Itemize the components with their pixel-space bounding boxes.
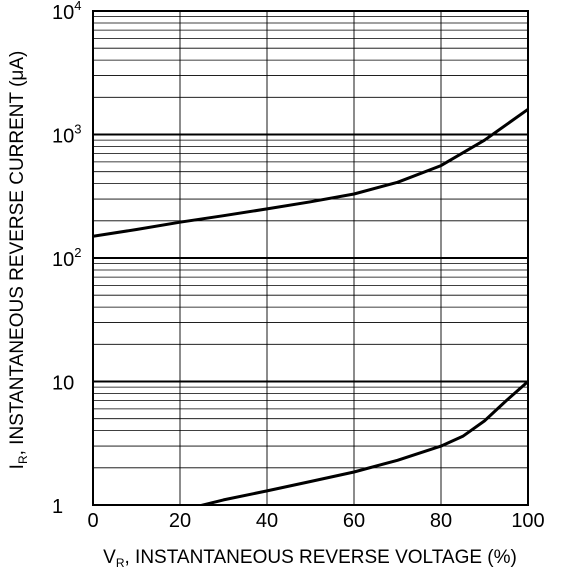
x-axis-title-rest: , INSTANTANEOUS REVERSE VOLTAGE (%) [124, 547, 516, 568]
y-tick-base: 10 [52, 2, 74, 24]
y-tick-label: 102 [52, 245, 81, 271]
series-line-1 [93, 107, 528, 238]
y-tick-exponent: 4 [74, 0, 81, 13]
y-tick-base: 10 [52, 249, 74, 271]
y-tick-base: 1 [52, 496, 63, 518]
y-axis-title-rest: , INSTANTANEOUS REVERSE CURRENT (μA) [7, 51, 28, 456]
x-tick-label: 100 [511, 510, 544, 532]
y-tick-base: 10 [52, 373, 74, 395]
x-tick-label: 20 [169, 510, 191, 532]
series-layer [93, 107, 528, 505]
y-axis-title-main: I [7, 464, 28, 469]
x-tick-labels: 0 20 40 60 80 100 [87, 510, 544, 532]
y-tick-label: 10 [52, 373, 74, 395]
x-tick-label: 40 [256, 510, 278, 532]
y-tick-base: 10 [52, 126, 74, 148]
y-tick-exponent: 2 [74, 245, 81, 260]
x-axis-title-subscript: R [116, 556, 125, 570]
x-tick-label: 0 [87, 510, 98, 532]
y-tick-label: 103 [52, 122, 81, 148]
y-tick-exponent: 3 [74, 122, 81, 137]
x-tick-label: 60 [343, 510, 365, 532]
x-axis-title-main: V [103, 547, 116, 568]
x-tick-label: 80 [430, 510, 452, 532]
y-axis-title-subscript: R [16, 455, 30, 464]
series-line-2 [196, 380, 528, 505]
y-axis-title: IR, INSTANTANEOUS REVERSE CURRENT (μA) [7, 51, 30, 470]
grid-lines [93, 11, 528, 505]
x-axis-title: VR, INSTANTANEOUS REVERSE VOLTAGE (%) [103, 547, 517, 570]
plot-border [92, 10, 529, 506]
y-tick-label: 104 [52, 0, 81, 24]
y-tick-label: 1 [52, 496, 63, 518]
plot-frame [92, 10, 529, 506]
